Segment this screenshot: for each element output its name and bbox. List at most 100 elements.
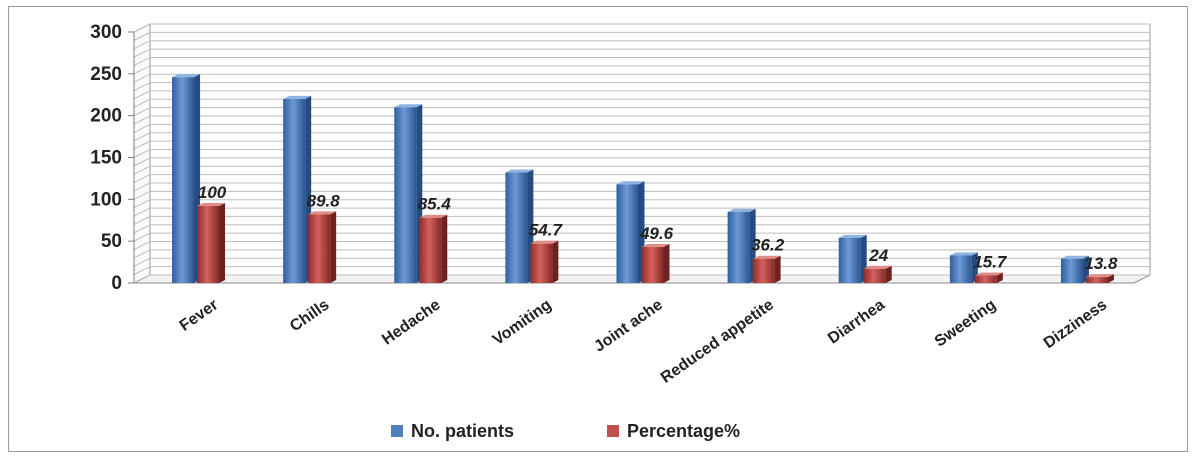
- bar-front: [641, 247, 664, 283]
- gridline: [133, 140, 1150, 150]
- bar-front: [616, 184, 639, 283]
- y-tick-label: 50: [101, 231, 122, 252]
- gridline: [133, 90, 1150, 100]
- bar-top: [172, 74, 201, 78]
- x-tick-label: Dizziness: [1041, 296, 1111, 352]
- gridline: [133, 123, 1150, 133]
- gridline: [133, 56, 1150, 66]
- bar-side: [774, 255, 781, 283]
- bar-percentage: [974, 272, 1003, 283]
- bar-front: [838, 237, 861, 283]
- bar-front: [172, 77, 195, 284]
- gridline: [133, 182, 1150, 192]
- bar-percentage: [752, 255, 781, 283]
- bar-front: [863, 268, 886, 283]
- bar-side: [663, 244, 670, 283]
- data-label: 15.7: [973, 252, 1008, 271]
- x-tick-label: Diarrhea: [825, 296, 888, 347]
- bar-no-patients: [838, 234, 867, 283]
- gridline: [133, 82, 1150, 92]
- gridline: [133, 266, 1150, 276]
- bar-chart: 0 50 100 150 200 250 300 100 89.8 85.4 54.7 49.6 36…: [90, 22, 1151, 441]
- data-label: 54.7: [529, 221, 564, 240]
- gridline: [133, 48, 1150, 58]
- bar-front: [974, 275, 997, 283]
- data-label: 24: [868, 246, 888, 265]
- x-tick-label: Vomiting: [490, 296, 555, 348]
- bar-no-patients: [616, 181, 645, 283]
- x-tick-label: Sweeting: [932, 296, 999, 350]
- gridline: [133, 165, 1150, 175]
- y-axis: 0 50 100 150 200 250 300: [90, 22, 135, 294]
- bar-percentage: [197, 203, 226, 283]
- x-tick-label: Hedache: [379, 296, 443, 348]
- bar-percentage: [530, 240, 559, 283]
- bar-top: [727, 208, 756, 212]
- gridline: [133, 274, 1150, 284]
- gridline: [133, 190, 1150, 200]
- gridline: [133, 215, 1150, 225]
- legend-no-patients: No. patients: [391, 421, 514, 441]
- y-tick-label: 150: [90, 148, 122, 169]
- legend: No. patients Percentage%: [391, 421, 740, 441]
- bar-percentage: [1085, 274, 1114, 283]
- bar-no-patients: [394, 104, 423, 283]
- x-tick-label: Fever: [177, 296, 222, 334]
- gridline: [133, 98, 1150, 108]
- x-tick-label: Chills: [287, 296, 333, 335]
- bar-no-patients: [172, 74, 201, 284]
- bar-side: [219, 203, 226, 283]
- y-tick-label: 300: [90, 22, 122, 43]
- data-label: 13.8: [1084, 254, 1118, 273]
- legend-label: No. patients: [411, 421, 514, 441]
- bar-front: [727, 211, 750, 283]
- bar-percentage: [419, 214, 448, 283]
- y-tick-label: 250: [90, 64, 122, 85]
- bar-front: [752, 258, 775, 283]
- bar-top: [394, 104, 423, 108]
- gridline: [133, 23, 1150, 33]
- legend-label: Percentage%: [627, 421, 740, 441]
- bar-side: [1107, 274, 1114, 283]
- bar-front: [197, 206, 220, 283]
- gridline: [133, 157, 1150, 167]
- bar-top: [863, 265, 892, 269]
- bar-side: [330, 211, 337, 283]
- gridline: [133, 65, 1150, 75]
- data-label: 89.8: [307, 191, 341, 210]
- x-axis: Fever Chills Hedache Vomiting Joint acheRedu…: [177, 296, 1111, 386]
- bar-side: [552, 240, 559, 283]
- bar-front: [1085, 277, 1108, 283]
- bar-percentage: [863, 265, 892, 283]
- bar-front: [283, 98, 306, 283]
- bar-front: [949, 255, 972, 283]
- gridline: [133, 73, 1150, 83]
- y-tick-label: 100: [90, 189, 122, 210]
- gridline: [133, 199, 1150, 209]
- bar-side: [1082, 255, 1089, 283]
- bar-front: [308, 214, 331, 283]
- data-label: 85.4: [418, 195, 452, 214]
- bars: [172, 74, 1114, 284]
- gridline: [133, 224, 1150, 234]
- gridline: [133, 207, 1150, 217]
- bar-no-patients: [1060, 255, 1089, 283]
- bar-top: [308, 211, 337, 215]
- x-tick-label: Reduced appetite: [658, 296, 777, 386]
- bar-top: [974, 272, 1003, 276]
- bar-front: [419, 217, 442, 283]
- bar-percentage: [308, 211, 337, 283]
- data-label: 49.6: [639, 224, 674, 243]
- y-tick-label: 0: [111, 273, 122, 294]
- bar-no-patients: [283, 95, 312, 283]
- y-tick-label: 200: [90, 106, 122, 127]
- legend-percentage: Percentage%: [607, 421, 740, 441]
- bar-top: [505, 169, 534, 173]
- bar-front: [530, 243, 553, 283]
- bar-top: [616, 181, 645, 185]
- bar-top: [419, 214, 448, 218]
- chart-frame: 0 50 100 150 200 250 300 100 89.8 85.4 54.7 49.6 36…: [8, 6, 1188, 452]
- bar-side: [996, 272, 1003, 283]
- legend-swatch: [391, 425, 403, 437]
- gridline: [133, 31, 1150, 41]
